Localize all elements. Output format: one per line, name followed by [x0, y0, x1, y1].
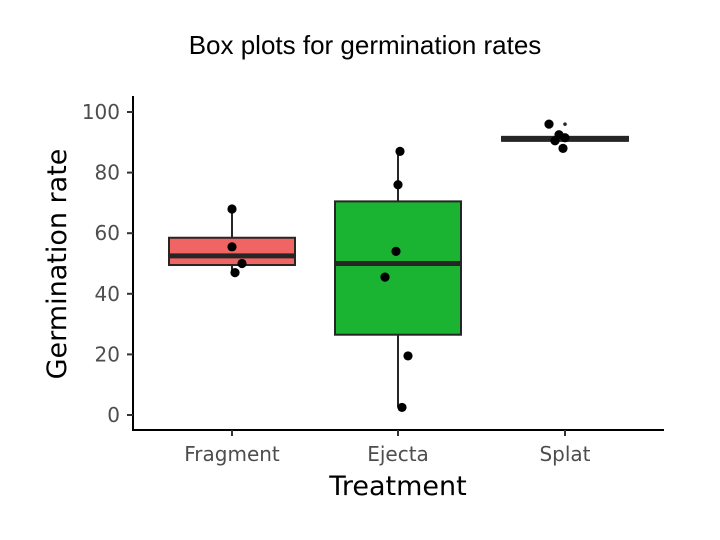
- data-point: [380, 272, 390, 282]
- data-point: [391, 246, 401, 256]
- data-point: [393, 180, 403, 190]
- data-point: [403, 351, 413, 361]
- data-point: [237, 258, 247, 269]
- box-ejecta: [334, 146, 462, 413]
- data-point: [558, 143, 568, 153]
- data-point: [397, 402, 407, 413]
- x-axis-title: Treatment: [328, 471, 466, 502]
- data-point: [227, 204, 237, 214]
- y-tick-label: 40: [95, 282, 120, 306]
- slide-title: Box plots for germination rates: [188, 30, 542, 60]
- box-iqr: [334, 200, 462, 336]
- x-tick-label-fragment: Fragment: [184, 442, 280, 466]
- box-splat: [501, 119, 629, 153]
- x-tick-label-splat: Splat: [539, 442, 590, 466]
- box-fragment: [168, 204, 296, 278]
- data-point: [560, 133, 570, 143]
- data-point: [550, 136, 560, 146]
- data-point: [227, 242, 237, 252]
- data-point: [544, 119, 554, 129]
- y-tick-label: 60: [95, 221, 120, 245]
- y-tick-label: 100: [82, 100, 120, 124]
- y-tick-label: 20: [95, 342, 120, 366]
- data-point: [230, 267, 240, 278]
- outlier-point: [563, 122, 567, 126]
- x-tick-label-ejecta: Ejecta: [367, 442, 429, 466]
- y-tick-label: 80: [95, 161, 120, 185]
- y-tick-label: 0: [107, 403, 120, 427]
- y-axis-title: Germination rate: [42, 149, 73, 380]
- data-point: [395, 146, 405, 156]
